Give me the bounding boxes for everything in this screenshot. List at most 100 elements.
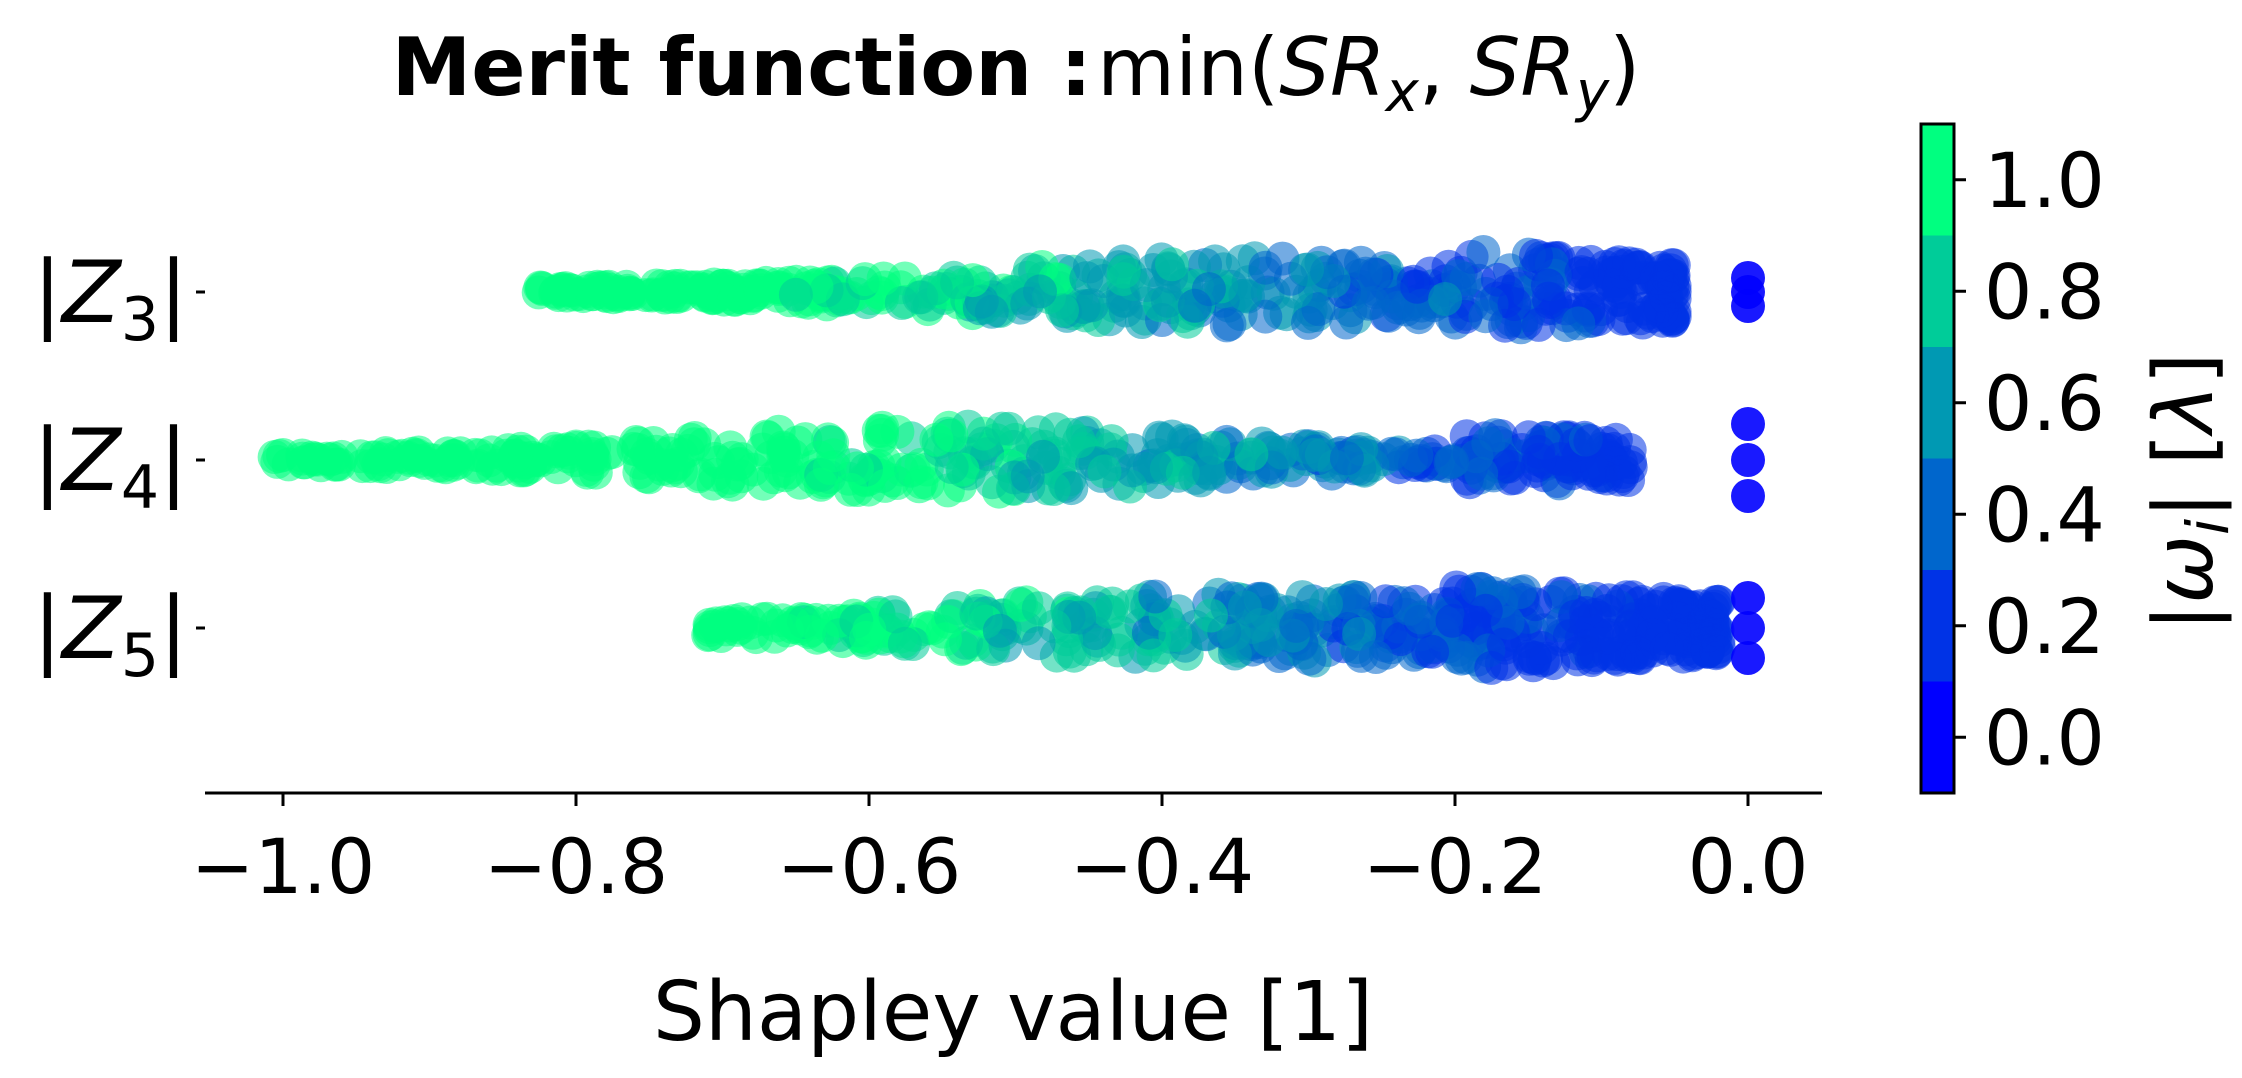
y-tick-label: |Z4| (33, 411, 188, 523)
scatter-point (1656, 303, 1690, 337)
scatter-point (621, 426, 656, 461)
colorbar-tick-label: 0.8 (1984, 247, 2105, 336)
scatter-point (1442, 574, 1477, 609)
scatter-point (1309, 587, 1343, 621)
scatter-point (1660, 586, 1694, 621)
scatter-point (1069, 261, 1104, 296)
scatter-point-zero (1731, 289, 1765, 323)
chart-title: Merit function : min(SRx, SRy) (392, 21, 1641, 125)
scatter-point (1480, 262, 1515, 297)
scatter-point (1248, 250, 1283, 285)
scatter-point (984, 411, 1019, 446)
scatter-point (707, 282, 741, 317)
scatter-point (576, 277, 611, 312)
scatter-point (1290, 252, 1325, 287)
scatter-point (1112, 589, 1147, 624)
scatter-point (1348, 256, 1383, 291)
scatter-point (628, 278, 663, 313)
colorbar-tick-label: 0.2 (1984, 582, 2105, 671)
scatter-point (1248, 299, 1283, 334)
scatter-point (1192, 455, 1227, 490)
scatter-point-zero (1731, 407, 1765, 441)
colorbar-label-text: |ωi| [λ] (2137, 353, 2242, 632)
scatter-point (629, 459, 664, 494)
scatter-point (1428, 282, 1463, 316)
scatter-point (928, 622, 962, 657)
scatter-point (934, 450, 969, 484)
scatter-point (1227, 590, 1262, 625)
colorbar-label: |ωi| [λ] (2137, 353, 2242, 632)
x-tick-label: 0.0 (1688, 822, 1809, 911)
scatter-point (1106, 254, 1141, 289)
scatter-point (458, 437, 493, 472)
x-axis-ticks: −1.0 −0.8 −0.6 −0.4 −0.2 0.0 (191, 793, 1809, 911)
scatter-point (1440, 632, 1475, 667)
colorbar-tick-label: 1.0 (1984, 136, 2105, 225)
scatter-point (919, 422, 954, 457)
y-axis-ticks: |Z3| |Z4| |Z5| (33, 243, 205, 691)
scatter-point (780, 425, 815, 460)
scatter-point (1264, 435, 1299, 470)
x-axis-label: Shapley value [1] (653, 965, 1373, 1060)
scatter-point (1115, 453, 1150, 488)
scatter-point (1522, 442, 1557, 477)
scatter-point (549, 278, 584, 313)
scatter-point (887, 626, 922, 661)
scatter-point (878, 599, 913, 634)
scatter-point-zero (1731, 611, 1765, 645)
scatter-point (833, 472, 868, 507)
scatter-point (1329, 441, 1364, 476)
scatter-point (1194, 598, 1228, 633)
chart-title-bold: Merit function : (392, 21, 1092, 114)
scatter-point (1216, 617, 1251, 652)
scatter-point (1087, 454, 1122, 489)
scatter-point (940, 265, 975, 300)
scatter-point (1403, 600, 1438, 635)
scatter-point (1415, 634, 1450, 669)
scatter-point (763, 453, 798, 488)
scatter-point (366, 442, 401, 477)
scatter-point (720, 607, 755, 641)
scatter-point (420, 448, 455, 483)
scatter-point (1358, 640, 1393, 674)
scatter-point (1010, 459, 1045, 494)
scatter-point (1464, 456, 1499, 491)
colorbar-level (1921, 124, 1954, 236)
scatter-point (295, 440, 330, 475)
scatter-point (1329, 305, 1364, 340)
scatter-point (1614, 609, 1649, 644)
scatter-point (1564, 255, 1599, 290)
scatter-point (904, 465, 939, 500)
scatter-point (1209, 308, 1244, 343)
x-tick-label: −0.4 (1070, 822, 1255, 911)
scatter-point (959, 596, 994, 631)
scatter-point (724, 442, 759, 477)
scatter-point (1519, 238, 1553, 273)
scatter-point (1279, 608, 1314, 643)
scatter-point (1497, 287, 1532, 322)
colorbar-level (1921, 681, 1954, 793)
scatter-point (1355, 285, 1390, 320)
scatter-point (864, 413, 899, 448)
scatter-point (1657, 274, 1692, 309)
y-tick-label: |Z5| (33, 579, 188, 691)
scatter-point (1695, 608, 1730, 642)
scatter-point (1343, 580, 1378, 615)
scatter-point (884, 286, 919, 320)
scatter-point (589, 436, 624, 471)
scatter-point (391, 440, 426, 475)
scatter-point (498, 438, 533, 473)
x-tick-label: −1.0 (191, 822, 376, 911)
scatter-point (816, 438, 851, 473)
scatter-point (1021, 626, 1056, 661)
scatter-point (1138, 579, 1173, 614)
scatter-point (1150, 283, 1185, 318)
colorbar-level (1921, 235, 1954, 347)
scatter-point (1573, 424, 1608, 458)
scatter-point (1561, 306, 1596, 341)
scatter-point (1466, 235, 1501, 269)
chart-title-expr: min( (1097, 21, 1279, 114)
scatter-point (1468, 593, 1503, 628)
colorbar-tick-label: 0.0 (1984, 693, 2105, 782)
